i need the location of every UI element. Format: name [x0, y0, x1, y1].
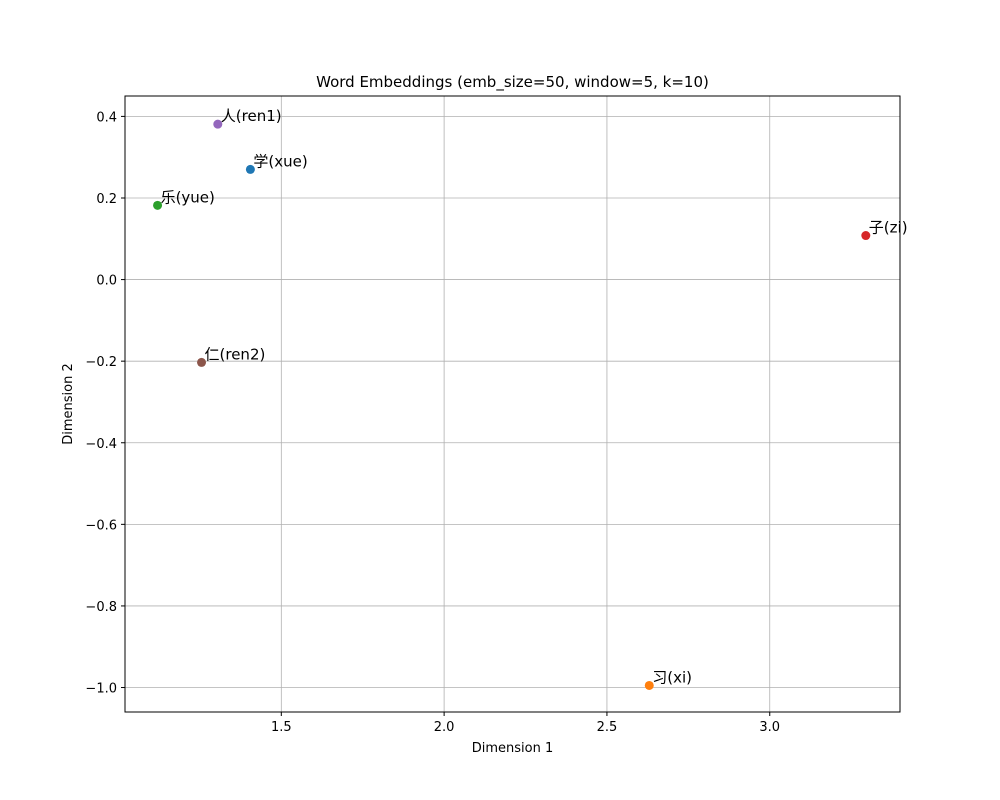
y-tick-label: −0.6: [85, 518, 117, 533]
point-label: 学(xue): [253, 152, 307, 170]
data-point: [644, 680, 654, 690]
data-points: 学(xue) 习(xi) 乐(yue) 子(zi) 人(ren1) 仁(ren2): [153, 107, 908, 690]
y-axis-label: Dimension 2: [61, 363, 76, 445]
y-tick-label: −1.0: [85, 682, 117, 697]
axes-frame: [124, 95, 901, 713]
y-tick-label: 0.0: [96, 274, 117, 289]
x-axis-label: Dimension 1: [472, 741, 554, 756]
x-tick-label: 2.0: [434, 720, 455, 735]
data-point: [861, 231, 871, 241]
x-tick-label: 2.5: [597, 720, 618, 735]
data-point: [197, 357, 207, 367]
point-label: 仁(ren2): [205, 345, 266, 363]
x-tick-label: 1.5: [271, 720, 292, 735]
point-label: 习(xi): [652, 668, 692, 686]
chart-title: Word Embeddings (emb_size=50, window=5, …: [316, 73, 709, 92]
point-label: 乐(yue): [161, 188, 215, 206]
y-tick-label: 0.4: [96, 110, 117, 125]
grid: [125, 96, 900, 712]
data-point: [245, 164, 255, 174]
x-tick-label: 3.0: [759, 720, 780, 735]
data-point: [213, 119, 223, 129]
point-label: 人(ren1): [221, 107, 282, 125]
y-tick-label: −0.2: [85, 355, 117, 370]
data-point: [153, 200, 163, 210]
y-tick-label: 0.2: [96, 192, 117, 207]
ticks: 1.5 2.0 2.5 3.0 0.4 0.2 0.0 −0.2 −0.4 −0.6 −0.8 −1.…: [85, 110, 780, 735]
y-tick-label: −0.8: [85, 600, 117, 615]
point-label: 子(zi): [869, 219, 908, 237]
y-tick-label: −0.4: [85, 437, 117, 452]
